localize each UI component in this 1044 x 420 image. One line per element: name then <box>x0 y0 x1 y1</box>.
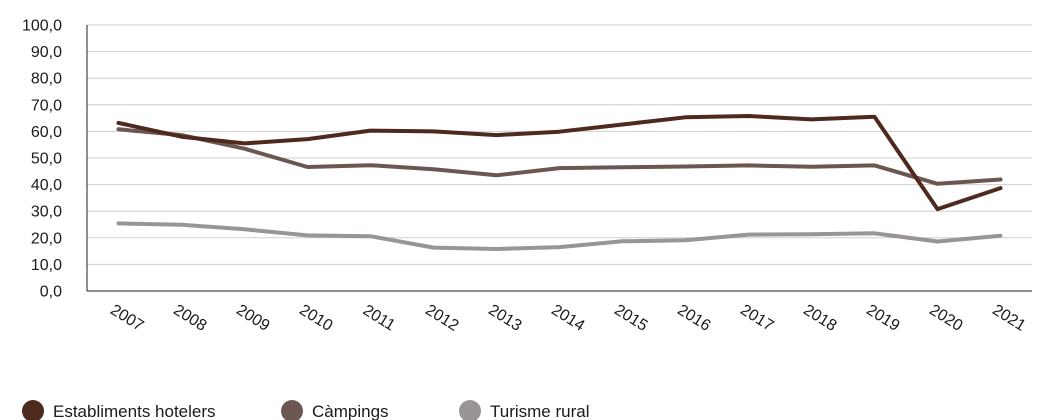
legend-label: Establiments hotelers <box>53 402 216 420</box>
axes <box>86 25 1032 292</box>
x-tick-label: 2011 <box>360 302 398 335</box>
legend-label: Turisme rural <box>490 402 590 420</box>
x-tick-label: 2021 <box>989 302 1028 335</box>
x-tick-label: 2020 <box>926 302 965 335</box>
series-lines <box>116 114 1003 251</box>
series-line-2 <box>116 127 1003 186</box>
y-tick-label: 10,0 <box>31 257 62 274</box>
series-line-1 <box>116 114 1003 212</box>
x-tick-label: 2012 <box>422 302 461 335</box>
y-tick-label: 50,0 <box>31 151 62 168</box>
x-tick-label: 2015 <box>611 302 650 335</box>
y-tick-label: 70,0 <box>31 97 62 114</box>
y-axis-tick-labels: 0,0 10,0 20,0 30,0 40,0 50,0 60,0 70,0 80,0 90,0 1… <box>22 18 62 301</box>
x-tick-label: 2019 <box>863 302 902 335</box>
x-tick-label: 2008 <box>170 302 209 335</box>
y-tick-label: 20,0 <box>31 230 62 247</box>
y-tick-label: 80,0 <box>31 71 62 88</box>
y-tick-label: 0,0 <box>40 284 62 301</box>
y-tick-label: 60,0 <box>31 124 62 141</box>
legend-swatch <box>22 400 44 420</box>
y-tick-label: 100,0 <box>22 18 62 35</box>
x-tick-label: 2014 <box>548 302 587 335</box>
x-tick-label: 2016 <box>674 302 713 335</box>
series-line-3 <box>116 221 1003 251</box>
x-tick-label: 2013 <box>485 302 524 335</box>
x-tick-label: 2010 <box>296 302 335 335</box>
legend: Establiments hotelers Càmpings Turisme rur… <box>22 400 590 420</box>
x-tick-label: 2017 <box>737 302 776 335</box>
y-tick-label: 90,0 <box>31 44 62 61</box>
x-tick-label: 2009 <box>233 302 272 335</box>
x-axis-tick-labels: 2007 2008 2009 2010 2011 2012 2013 2014 2015 2016… <box>107 302 1028 335</box>
legend-label: Càmpings <box>312 402 389 420</box>
legend-swatch <box>459 400 481 420</box>
x-tick-label: 2018 <box>800 302 839 335</box>
x-tick-label: 2007 <box>107 302 146 335</box>
y-tick-label: 30,0 <box>31 204 62 221</box>
y-tick-label: 40,0 <box>31 177 62 194</box>
legend-swatch <box>281 400 303 420</box>
